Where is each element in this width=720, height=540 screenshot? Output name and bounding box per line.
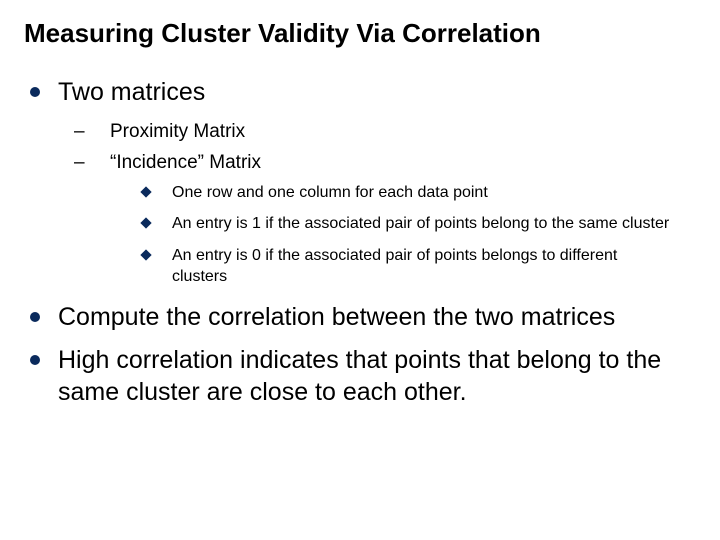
dash-bullet-icon: – — [74, 120, 110, 145]
bullet-text: High correlation indicates that points t… — [58, 345, 696, 408]
bullet-text: One row and one column for each data poi… — [172, 182, 508, 204]
bullet-level2: – Proximity Matrix — [24, 120, 696, 145]
dash-bullet-icon: – — [74, 151, 110, 176]
bullet-level3: One row and one column for each data poi… — [24, 182, 696, 204]
circle-bullet-icon — [30, 87, 40, 97]
bullet-text: Compute the correlation between the two … — [58, 302, 615, 333]
circle-bullet-icon — [30, 355, 40, 365]
slide-title: Measuring Cluster Validity Via Correlati… — [24, 18, 696, 49]
bullet-text: “Incidence” Matrix — [110, 151, 261, 176]
bullet-level1: High correlation indicates that points t… — [24, 345, 696, 408]
bullet-level3: An entry is 1 if the associated pair of … — [24, 213, 696, 235]
bullet-text: Proximity Matrix — [110, 120, 245, 145]
bullet-level1: Compute the correlation between the two … — [24, 302, 696, 333]
diamond-bullet-icon — [140, 249, 151, 260]
bullet-level1: Two matrices — [24, 77, 696, 108]
bullet-level3: An entry is 0 if the associated pair of … — [24, 245, 696, 288]
circle-bullet-icon — [30, 312, 40, 322]
bullet-text: An entry is 0 if the associated pair of … — [172, 245, 696, 288]
bullet-level2: – “Incidence” Matrix — [24, 151, 696, 176]
diamond-bullet-icon — [140, 218, 151, 229]
diamond-bullet-icon — [140, 186, 151, 197]
bullet-text: An entry is 1 if the associated pair of … — [172, 213, 689, 235]
bullet-text: Two matrices — [58, 77, 205, 108]
